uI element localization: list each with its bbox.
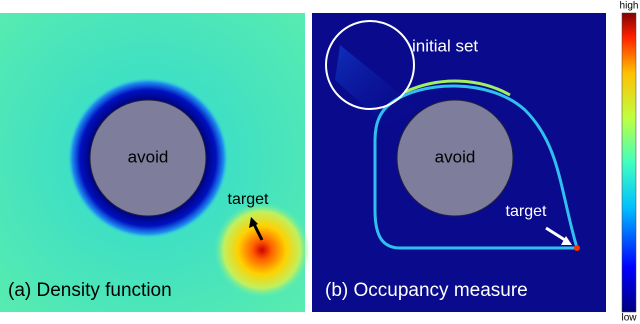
- obstacle-label: avoid: [128, 147, 169, 166]
- arrow: [252, 223, 264, 241]
- obstacle: [89, 99, 207, 217]
- colorbar-scale: [621, 12, 637, 313]
- initial-set: [325, 20, 415, 110]
- initial-set-label: initial set: [412, 36, 478, 55]
- caption: (b) Occupancy measure: [325, 280, 528, 301]
- arrow-head: [249, 217, 258, 228]
- occupancy-high: [404, 79, 511, 97]
- target-point: [574, 245, 580, 251]
- colorbar: high low: [620, 1, 639, 324]
- streaks: [335, 45, 420, 125]
- colorbar-low: low: [621, 313, 637, 324]
- target-label: target: [506, 203, 547, 220]
- target-glow: [214, 202, 310, 298]
- obstacle: [396, 99, 514, 217]
- panel-b: initial set avoid target (b) Occupancy m…: [312, 13, 606, 312]
- colorbar-high: high: [620, 1, 639, 12]
- caption: (a) Density function: [8, 280, 172, 301]
- target-label: target: [228, 191, 269, 208]
- arrow: [545, 226, 566, 242]
- occupancy-path: [373, 84, 580, 250]
- arrow-head: [561, 236, 572, 245]
- obstacle-label: avoid: [435, 147, 476, 166]
- panel-a: avoid target (a) Density function: [0, 13, 310, 312]
